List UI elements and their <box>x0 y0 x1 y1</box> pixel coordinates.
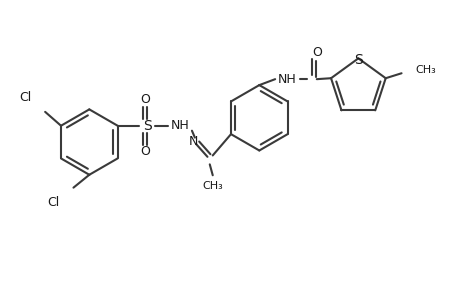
Text: S: S <box>143 119 151 133</box>
Text: CH₃: CH₃ <box>414 65 435 75</box>
Text: N: N <box>189 135 198 148</box>
Text: O: O <box>311 46 321 59</box>
Text: NH: NH <box>170 119 189 132</box>
Text: O: O <box>140 94 150 106</box>
Text: NH: NH <box>277 73 296 86</box>
Text: Cl: Cl <box>19 91 31 104</box>
Text: CH₃: CH₃ <box>202 181 223 191</box>
Text: Cl: Cl <box>47 196 60 208</box>
Text: S: S <box>353 53 362 67</box>
Text: O: O <box>140 145 150 158</box>
